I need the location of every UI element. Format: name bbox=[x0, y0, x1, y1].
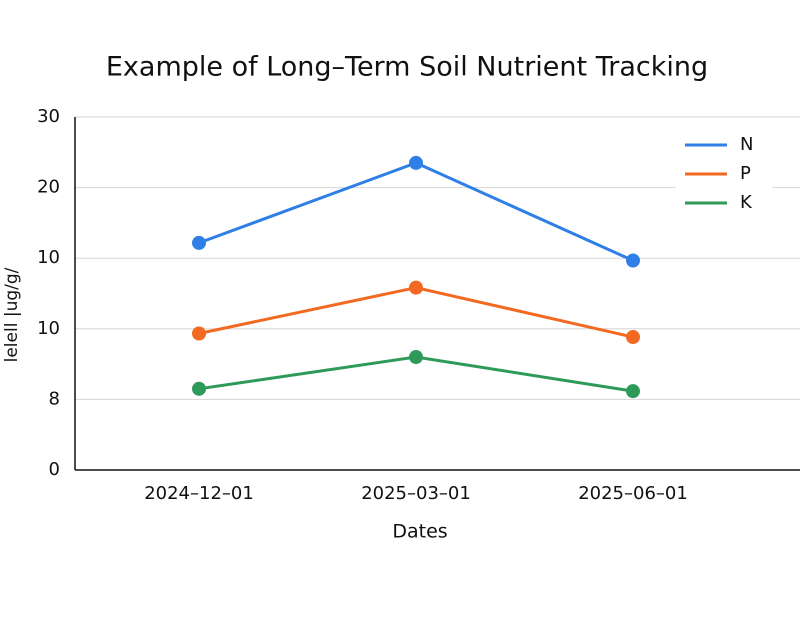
legend-label: K bbox=[740, 192, 753, 213]
legend-label: N bbox=[740, 134, 753, 155]
y-tick-label: 0 bbox=[49, 459, 60, 480]
series-line bbox=[198, 286, 634, 339]
y-tick-label: 10 bbox=[37, 247, 60, 268]
y-axis-label: lelell |ug/g/ bbox=[2, 267, 22, 362]
x-tick-label: 2024–12–01 bbox=[144, 483, 254, 504]
data-point bbox=[409, 155, 423, 170]
chart-title: Example of Long–Term Soil Nutrient Track… bbox=[106, 52, 708, 83]
y-tick-label: 10 bbox=[37, 318, 60, 339]
x-tick-label: 2025–06–01 bbox=[578, 483, 688, 504]
y-tick-label: 20 bbox=[37, 177, 60, 198]
data-point bbox=[192, 381, 206, 396]
data-point bbox=[626, 384, 640, 399]
data-point bbox=[409, 280, 423, 295]
data-point bbox=[409, 350, 423, 365]
data-point bbox=[192, 235, 206, 250]
data-point bbox=[626, 253, 640, 268]
data-point bbox=[626, 330, 640, 345]
legend-label: P bbox=[740, 163, 751, 184]
x-tick-label: 2025–03–01 bbox=[361, 483, 471, 504]
y-tick-label: 8 bbox=[49, 388, 60, 409]
series-line bbox=[198, 161, 634, 262]
y-tick-label: 30 bbox=[37, 106, 60, 127]
data-point bbox=[192, 326, 206, 341]
x-axis-label: Dates bbox=[392, 521, 447, 543]
